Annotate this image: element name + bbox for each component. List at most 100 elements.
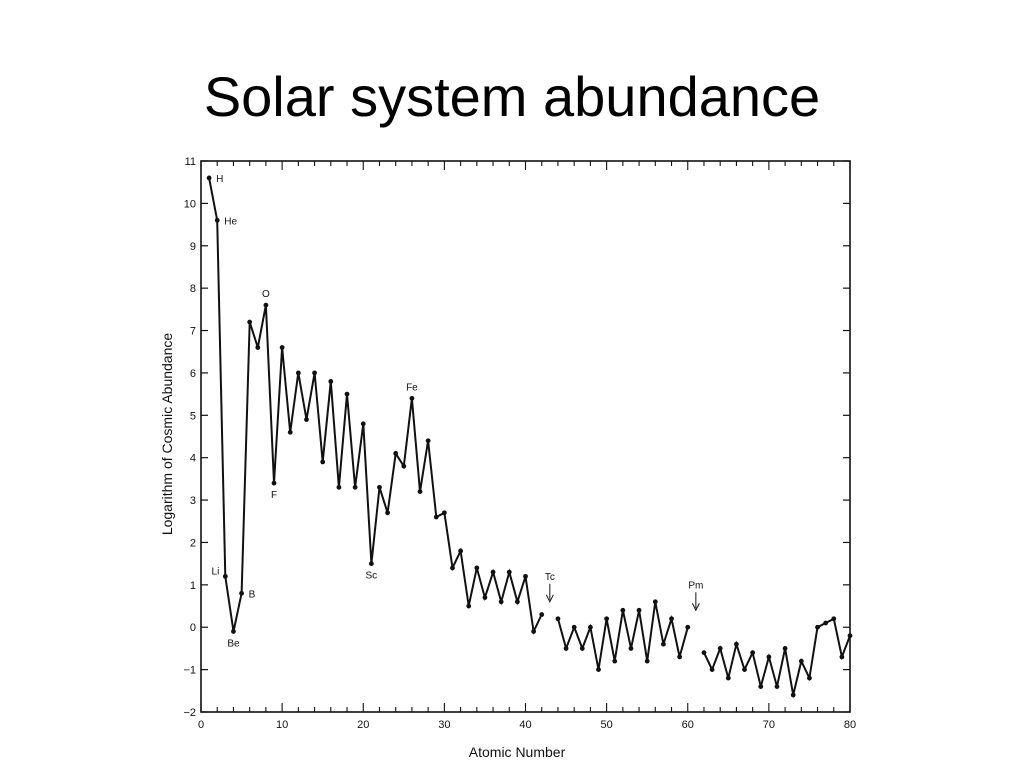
element-label: He (224, 216, 237, 227)
annotation-arrow-head (691, 603, 700, 612)
data-point (433, 514, 439, 520)
data-point (328, 379, 334, 384)
data-point (563, 646, 569, 651)
data-point (214, 217, 220, 223)
data-point (239, 590, 244, 596)
element-label: Tc (545, 572, 555, 583)
element-label: Pm (688, 580, 703, 591)
slide-title: Solar system abundance (203, 65, 821, 128)
data-point (514, 599, 520, 605)
element-labels: H He Li Be B O F Sc Fe Tc Pm (212, 174, 704, 650)
y-tick-label: 1 (190, 580, 196, 592)
series-line-segment (703, 617, 851, 696)
y-tick-label: 7 (190, 326, 196, 338)
data-point (531, 629, 537, 634)
element-label: F (271, 490, 277, 501)
data-point (790, 692, 796, 698)
data-point (555, 616, 561, 622)
data-point (320, 459, 326, 465)
y-tick-label: 10 (184, 198, 196, 210)
abundance-chart: −2 −1 0 1 2 3 4 5 6 7 8 9 10 11 0 10 20 30 40 50 60 70 80 H He L… (152, 128, 864, 768)
data-point (701, 650, 707, 656)
data-point (409, 395, 415, 401)
y-tick-label: 2 (190, 537, 196, 549)
data-point (750, 650, 756, 656)
data-point (839, 654, 845, 660)
element-label: B (249, 589, 256, 600)
data-point (450, 565, 455, 571)
data-point (831, 616, 837, 622)
data-point (206, 175, 212, 181)
data-point (823, 620, 829, 626)
element-label: Li (212, 566, 220, 577)
data-point (717, 646, 723, 651)
data-point (685, 624, 691, 630)
x-tick-label: 50 (601, 719, 613, 731)
data-point (798, 658, 804, 664)
data-point (604, 616, 610, 622)
data-point (725, 675, 731, 681)
data-point (441, 510, 447, 516)
y-tick-label: 3 (190, 495, 196, 507)
element-label: H (216, 174, 223, 185)
data-point (458, 548, 463, 554)
data-point (539, 612, 545, 617)
data-points (206, 175, 853, 698)
data-point (677, 654, 683, 660)
axis-ticks: −2 −1 0 1 2 3 4 5 6 7 8 9 10 11 0 10 20 30 40 50 60 70 80 (183, 156, 856, 731)
data-point (360, 421, 366, 427)
x-axis-label: Atomic Number (469, 744, 566, 760)
data-point (506, 569, 512, 575)
x-tick-label: 10 (276, 719, 288, 731)
chart-svg: −2 −1 0 1 2 3 4 5 6 7 8 9 10 11 0 10 20 30 40 50 60 70 80 H He L… (159, 156, 856, 760)
element-label: O (262, 289, 270, 300)
data-point (336, 484, 342, 490)
y-tick-label: −1 (183, 665, 196, 677)
data-point (807, 675, 812, 681)
data-point (287, 429, 293, 435)
data-point (644, 658, 650, 664)
data-point (425, 438, 431, 444)
data-point (628, 646, 634, 651)
element-label: Fe (406, 382, 418, 393)
data-point (498, 599, 504, 605)
y-tick-label: 0 (190, 622, 196, 634)
data-point (263, 302, 269, 308)
x-tick-label: 60 (682, 719, 694, 731)
data-point (271, 480, 277, 486)
data-point (377, 484, 382, 490)
data-point (620, 607, 626, 613)
data-point (295, 370, 301, 376)
y-tick-label: 5 (190, 410, 196, 422)
data-point (782, 646, 788, 651)
data-point (352, 484, 358, 490)
data-point (255, 345, 261, 350)
data-point (742, 667, 747, 673)
series-line-segment (208, 177, 543, 635)
data-point (596, 667, 601, 673)
data-point (490, 569, 496, 575)
y-axis-label: Logarithm of Cosmic Abundance (159, 333, 175, 536)
data-point (393, 451, 399, 456)
data-point (231, 629, 236, 634)
element-label: Sc (366, 571, 378, 582)
data-point (571, 624, 577, 630)
x-tick-label: 80 (844, 719, 856, 731)
x-tick-label: 70 (763, 719, 775, 731)
x-tick-label: 40 (519, 719, 531, 731)
data-point (734, 641, 739, 647)
x-tick-label: 0 (198, 719, 204, 731)
data-point (474, 565, 480, 571)
element-label: Be (227, 638, 240, 649)
data-point (709, 667, 715, 673)
data-point (523, 573, 528, 579)
data-point (401, 463, 407, 469)
data-point (482, 595, 488, 600)
data-point (847, 633, 853, 639)
data-point (466, 603, 472, 609)
data-point (247, 319, 253, 325)
data-point (774, 684, 780, 689)
data-point (758, 684, 764, 689)
data-lines (208, 177, 851, 696)
data-point (417, 489, 423, 494)
